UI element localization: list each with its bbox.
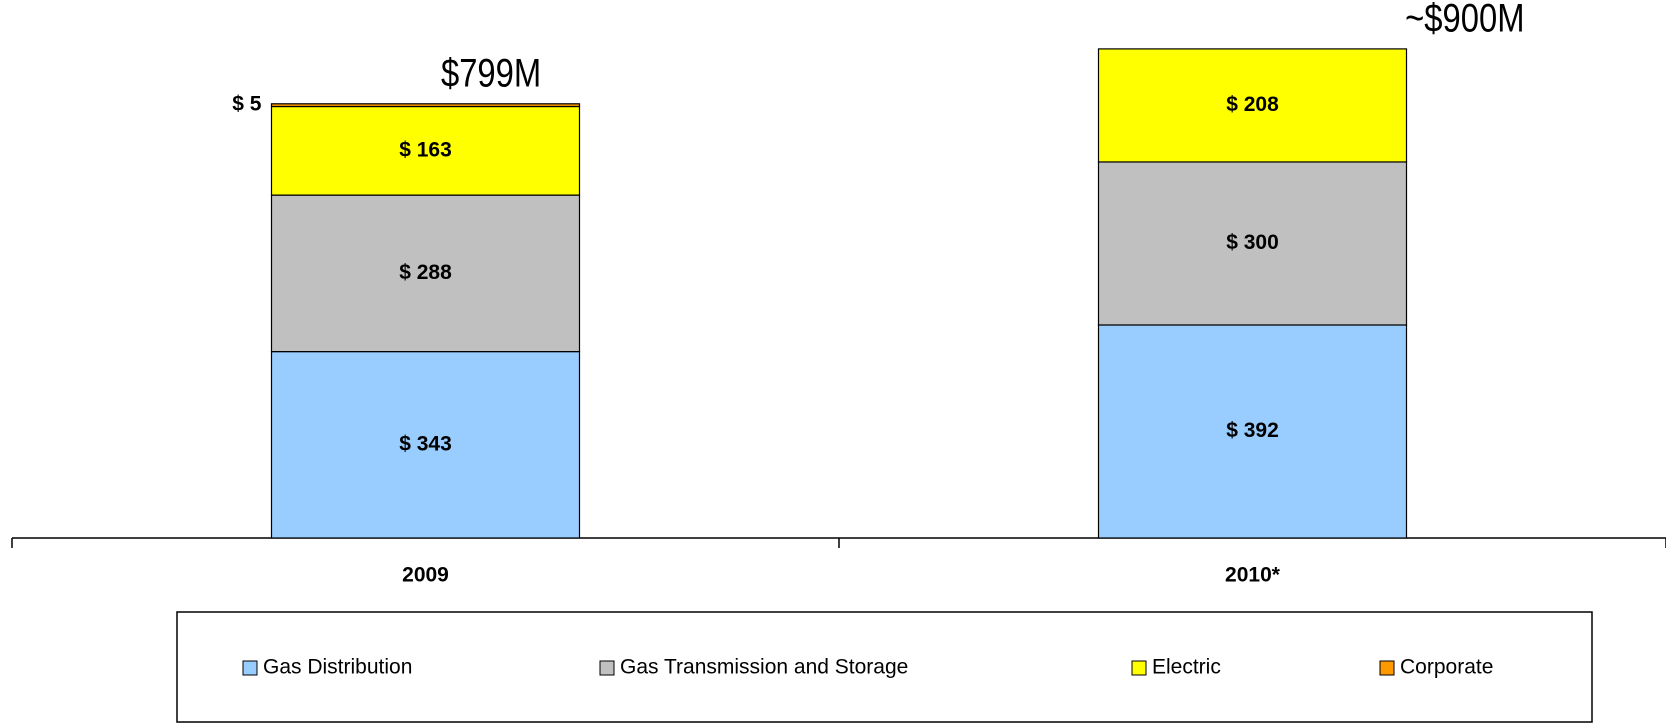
legend-label: Gas Distribution — [263, 656, 412, 679]
legend-box — [176, 611, 1593, 723]
bar-segment — [270, 105, 581, 196]
bar-segment — [1097, 48, 1408, 163]
bar-segment — [1097, 161, 1408, 326]
bar-segment — [270, 103, 581, 108]
data-label: $ 5 — [232, 93, 262, 116]
bar-segment — [1097, 324, 1408, 539]
legend-label: Electric — [1152, 656, 1221, 679]
data-label: $ 343 — [399, 432, 452, 455]
x-tick-label: 2009 — [402, 564, 449, 587]
bar-segment — [270, 194, 581, 353]
data-label: $ 300 — [1226, 231, 1279, 254]
x-tick-label: 2010* — [1225, 564, 1281, 587]
legend-swatch — [1379, 660, 1395, 676]
data-label: $ 392 — [1226, 419, 1279, 442]
legend-swatch — [242, 660, 258, 676]
legend-swatch — [1131, 660, 1147, 676]
legend-swatch — [599, 660, 615, 676]
legend-label: Gas Transmission and Storage — [620, 656, 908, 679]
data-label: $ 208 — [1226, 93, 1279, 116]
total-label: ~$900M — [1405, 0, 1524, 40]
legend-label: Corporate — [1400, 656, 1493, 679]
data-label: $ 163 — [399, 138, 452, 161]
data-label: $ 288 — [399, 261, 452, 284]
total-label: $799M — [441, 50, 541, 95]
